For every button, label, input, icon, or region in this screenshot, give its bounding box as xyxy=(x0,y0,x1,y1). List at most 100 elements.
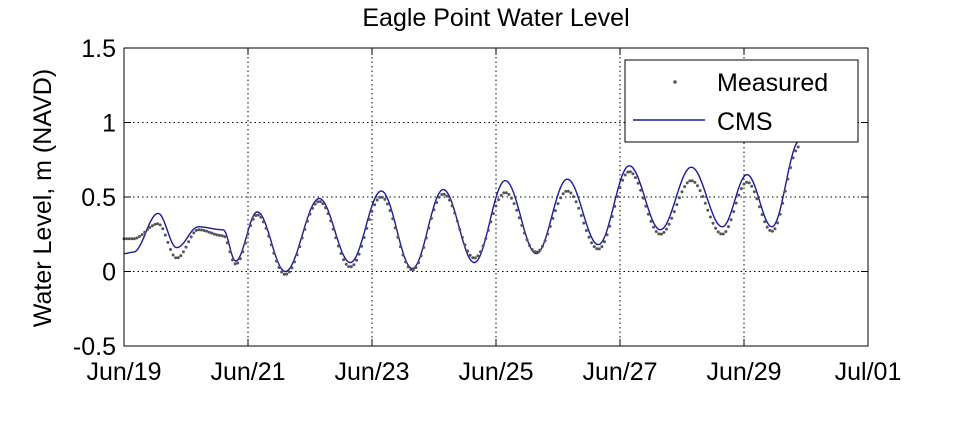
measured-point xyxy=(388,209,392,212)
measured-point xyxy=(427,226,431,230)
measured-point xyxy=(796,145,800,149)
measured-point xyxy=(210,231,214,235)
measured-point xyxy=(608,224,612,228)
measured-point xyxy=(499,193,503,197)
measured-point xyxy=(419,254,423,258)
y-axis-label: Water Level, m (NAVD) xyxy=(29,69,57,327)
measured-point xyxy=(161,227,165,231)
measured-point xyxy=(541,244,544,248)
measured-point xyxy=(442,192,446,196)
measured-point xyxy=(360,244,364,248)
measured-point xyxy=(724,230,728,234)
measured-point xyxy=(303,227,307,231)
measured-point xyxy=(285,272,289,276)
measured-point xyxy=(163,233,167,237)
measured-point xyxy=(357,252,361,256)
measured-point xyxy=(166,240,170,244)
measured-point xyxy=(556,202,560,206)
measured-point xyxy=(367,218,371,221)
measured-point xyxy=(530,248,534,252)
y-tick-label: -0.5 xyxy=(73,333,116,361)
x-tick-label: Jun/23 xyxy=(334,358,409,386)
measured-point xyxy=(677,196,681,200)
measured-point xyxy=(789,166,792,170)
measured-point xyxy=(734,201,738,205)
measured-point xyxy=(634,176,637,180)
measured-point xyxy=(135,236,139,240)
measured-point xyxy=(125,237,129,241)
measured-point xyxy=(698,189,702,193)
measured-point xyxy=(329,219,333,223)
measured-point xyxy=(763,220,767,224)
measured-point xyxy=(693,180,697,184)
measured-point xyxy=(543,239,547,243)
measured-point xyxy=(597,247,601,251)
measured-point xyxy=(582,221,586,225)
measured-point xyxy=(422,246,426,249)
legend-measured-label: Measured xyxy=(717,69,828,97)
measured-point xyxy=(468,253,472,257)
measured-point xyxy=(184,245,188,249)
measured-point xyxy=(282,272,286,276)
measured-point xyxy=(719,232,723,236)
measured-point xyxy=(189,235,193,239)
measured-point xyxy=(615,195,619,198)
measured-point xyxy=(781,201,785,205)
measured-point xyxy=(287,270,291,274)
measured-point xyxy=(791,156,795,160)
measured-point xyxy=(515,208,519,212)
measured-point xyxy=(251,217,255,221)
measured-point xyxy=(455,219,459,223)
measured-point xyxy=(318,200,322,204)
measured-point xyxy=(187,240,191,244)
measured-point xyxy=(336,244,340,248)
measured-point xyxy=(404,260,408,264)
measured-point xyxy=(264,226,268,230)
measured-point xyxy=(249,224,253,228)
measured-point xyxy=(334,236,338,240)
measured-point xyxy=(776,221,780,225)
measured-point xyxy=(386,202,389,206)
measured-point xyxy=(610,215,614,218)
measured-point xyxy=(794,149,798,153)
measured-point xyxy=(721,232,725,236)
measured-point xyxy=(409,268,413,272)
measured-point xyxy=(365,226,369,230)
measured-point xyxy=(636,181,640,185)
measured-point xyxy=(280,270,284,274)
measured-point xyxy=(171,253,175,257)
measured-point xyxy=(484,237,488,241)
measured-point xyxy=(246,232,250,236)
measured-point xyxy=(181,250,185,254)
measured-point xyxy=(703,201,707,205)
measured-point xyxy=(701,195,705,198)
measured-point xyxy=(752,190,756,194)
x-tick-label: Jun/25 xyxy=(458,358,533,386)
measured-point xyxy=(786,177,790,181)
measured-point xyxy=(649,219,653,223)
measured-point xyxy=(362,236,366,239)
measured-point xyxy=(600,245,604,249)
axis-ticks: Jun/19 Jun/21 Jun/23 Jun/25 Jun/27 Jun/29 Jul/… xyxy=(73,35,901,386)
measured-point xyxy=(641,196,645,200)
measured-point xyxy=(194,228,198,232)
measured-point xyxy=(174,256,178,260)
measured-point xyxy=(339,252,343,255)
measured-point xyxy=(440,193,444,196)
measured-point xyxy=(305,219,309,223)
measured-point xyxy=(347,265,351,269)
measured-point xyxy=(316,200,320,204)
measured-point xyxy=(535,250,539,254)
y-tick-label: 0.5 xyxy=(81,184,116,212)
measured-point xyxy=(688,179,692,183)
measured-point xyxy=(739,187,743,191)
measured-point xyxy=(491,212,495,216)
measured-point xyxy=(311,206,315,210)
measured-point xyxy=(525,238,529,242)
measured-point xyxy=(274,259,278,263)
measured-point xyxy=(587,235,591,239)
measured-point xyxy=(212,232,216,236)
measured-point xyxy=(352,263,356,267)
measured-point xyxy=(215,233,219,237)
measured-point xyxy=(228,250,232,254)
